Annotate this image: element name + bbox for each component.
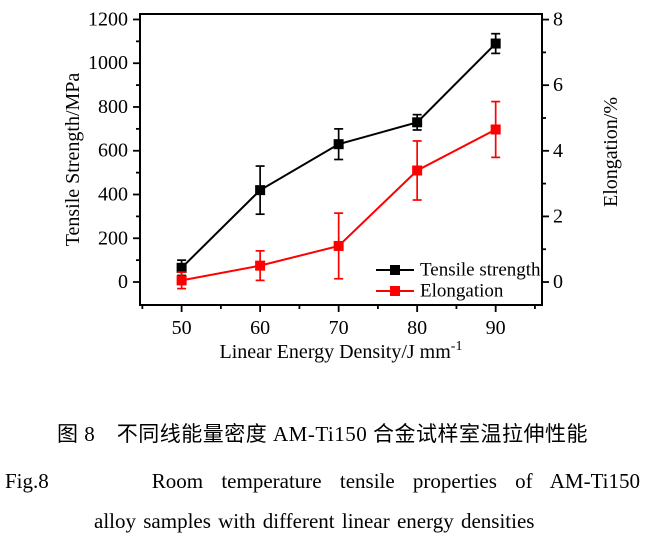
data-point-tensile-strength bbox=[255, 185, 266, 196]
data-point-tensile-strength bbox=[176, 262, 187, 273]
svg-text:50: 50 bbox=[172, 317, 192, 339]
caption-english-line1: Fig.8 Room temperature tensile propertie… bbox=[0, 467, 645, 495]
data-point-tensile-strength bbox=[490, 38, 501, 49]
svg-text:70: 70 bbox=[329, 317, 349, 339]
svg-text:2: 2 bbox=[553, 205, 563, 227]
left-axis-title: Tensile Strength/MPa bbox=[62, 73, 84, 247]
data-point-elongation bbox=[176, 275, 187, 286]
left-tick-labels: 0 200 400 600 800 1000 1200 bbox=[88, 8, 128, 293]
x-tick-labels: 50 60 70 80 90 bbox=[172, 317, 506, 339]
caption-chinese: 图 8 不同线能量密度 AM-Ti150 合金试样室温拉伸性能 bbox=[56, 422, 588, 446]
svg-text:600: 600 bbox=[98, 140, 128, 162]
x-axis-title: Linear Energy Density/J mm-1 bbox=[220, 339, 463, 363]
data-point-elongation bbox=[412, 165, 423, 176]
legend-marker bbox=[390, 265, 400, 275]
series-elongation bbox=[176, 100, 501, 290]
right-axis-title: Elongation/% bbox=[600, 97, 622, 207]
series-tensile-strength bbox=[176, 32, 501, 277]
data-point-tensile-strength bbox=[333, 139, 344, 150]
legend-marker bbox=[390, 286, 400, 296]
right-tick-labels: 0 2 4 6 8 bbox=[553, 9, 563, 293]
caption-figure-label: Fig.8 bbox=[5, 469, 49, 493]
data-point-elongation bbox=[490, 124, 501, 135]
figure-chart: 50 60 70 80 90 0 200 400 600 800 1000 1200 0 2 4 6 8 Tens… bbox=[62, 8, 622, 363]
svg-text:800: 800 bbox=[98, 96, 128, 118]
legend-label: Tensile strength bbox=[420, 260, 541, 281]
plot-frame bbox=[139, 13, 543, 306]
svg-text:0: 0 bbox=[118, 271, 128, 293]
svg-text:400: 400 bbox=[98, 184, 128, 206]
svg-text:90: 90 bbox=[486, 317, 506, 339]
axis-ticks bbox=[133, 18, 549, 312]
svg-text:0: 0 bbox=[553, 271, 563, 293]
data-point-tensile-strength bbox=[412, 117, 423, 128]
data-point-elongation bbox=[255, 260, 266, 271]
svg-text:200: 200 bbox=[98, 227, 128, 249]
svg-text:4: 4 bbox=[553, 140, 563, 162]
svg-text:60: 60 bbox=[250, 317, 270, 339]
data-point-elongation bbox=[333, 240, 344, 251]
svg-text:8: 8 bbox=[553, 9, 563, 31]
svg-text:6: 6 bbox=[553, 74, 563, 96]
caption-english-text: Room temperature tensile properties of A… bbox=[151, 469, 640, 493]
caption-english-line2: alloy samples with different linear ener… bbox=[94, 509, 535, 533]
svg-text:80: 80 bbox=[407, 317, 427, 339]
svg-text:1200: 1200 bbox=[88, 8, 128, 30]
legend-label: Elongation bbox=[420, 281, 504, 302]
svg-text:1000: 1000 bbox=[88, 52, 128, 74]
